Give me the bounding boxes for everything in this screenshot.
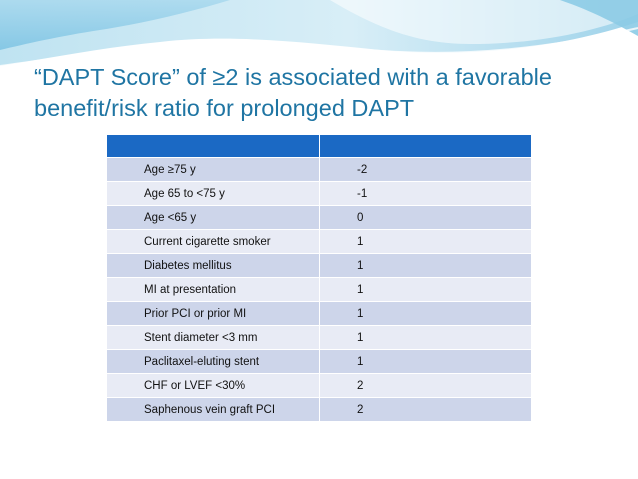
slide-title-line-1: “DAPT Score” of ≥2 is associated with a … [34, 64, 552, 90]
factor-cell: Current cigarette smoker [106, 229, 320, 254]
dapt-score-table: Age ≥75 y -2 Age 65 to <75 y -1 Age <65 … [106, 134, 532, 422]
points-cell: 1 [319, 301, 532, 326]
points-cell: 1 [319, 229, 532, 254]
table-row: Paclitaxel-eluting stent 1 [106, 349, 532, 374]
points-cell: 1 [319, 277, 532, 302]
points-cell: 0 [319, 205, 532, 230]
points-cell: 1 [319, 253, 532, 278]
table-row: CHF or LVEF <30% 2 [106, 373, 532, 398]
points-cell: -1 [319, 181, 532, 206]
table-row: Saphenous vein graft PCI 2 [106, 397, 532, 422]
table-row: Current cigarette smoker 1 [106, 229, 532, 254]
header-cell-factor [106, 134, 320, 158]
header-cell-points [319, 134, 532, 158]
header-wave-decoration [0, 0, 638, 70]
table-row: Age <65 y 0 [106, 205, 532, 230]
points-cell: 1 [319, 349, 532, 374]
points-cell: 2 [319, 373, 532, 398]
slide-title-line-2: benefit/risk ratio for prolonged DAPT [34, 95, 415, 121]
factor-cell: Age 65 to <75 y [106, 181, 320, 206]
table-row: Prior PCI or prior MI 1 [106, 301, 532, 326]
points-cell: -2 [319, 157, 532, 182]
table-header-row [106, 134, 532, 158]
table-row: MI at presentation 1 [106, 277, 532, 302]
factor-cell: Diabetes mellitus [106, 253, 320, 278]
factor-cell: Prior PCI or prior MI [106, 301, 320, 326]
factor-cell: MI at presentation [106, 277, 320, 302]
factor-cell: CHF or LVEF <30% [106, 373, 320, 398]
factor-cell: Saphenous vein graft PCI [106, 397, 320, 422]
factor-cell: Age <65 y [106, 205, 320, 230]
factor-cell: Paclitaxel-eluting stent [106, 349, 320, 374]
table-row: Age 65 to <75 y -1 [106, 181, 532, 206]
factor-cell: Age ≥75 y [106, 157, 320, 182]
points-cell: 1 [319, 325, 532, 350]
table-row: Diabetes mellitus 1 [106, 253, 532, 278]
table-row: Stent diameter <3 mm 1 [106, 325, 532, 350]
points-cell: 2 [319, 397, 532, 422]
slide-title: “DAPT Score” of ≥2 is associated with a … [34, 62, 624, 124]
table-row: Age ≥75 y -2 [106, 157, 532, 182]
factor-cell: Stent diameter <3 mm [106, 325, 320, 350]
